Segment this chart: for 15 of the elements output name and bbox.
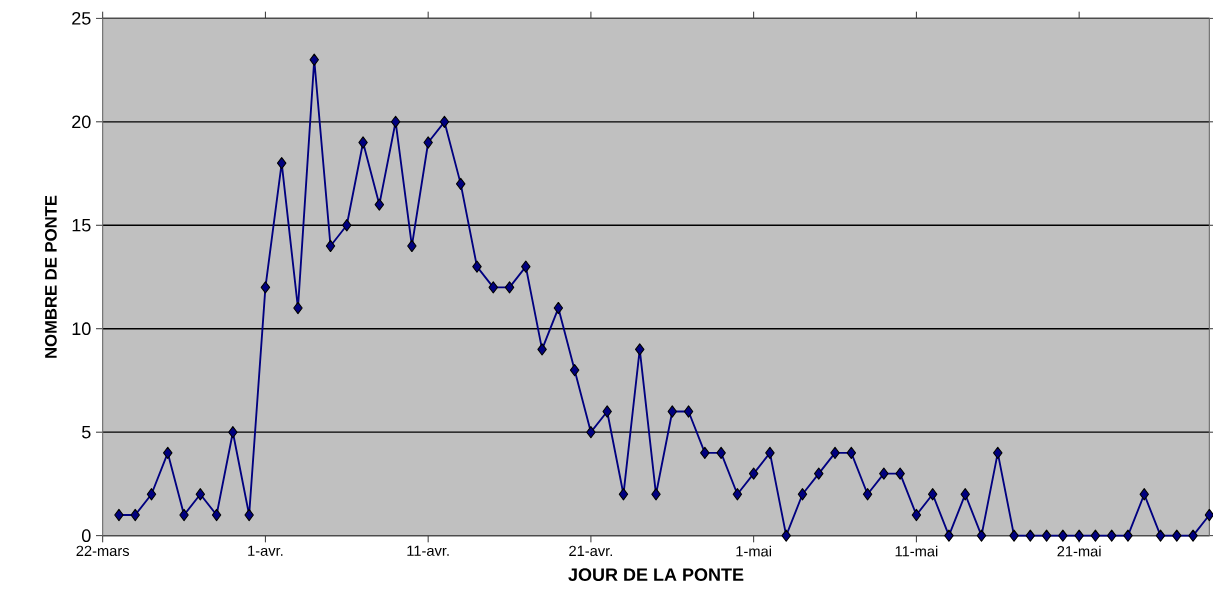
y-axis-title: NOMBRE DE PONTE: [44, 195, 57, 358]
x-tick-label: 21-avr.: [569, 545, 612, 557]
y-tick-label: 15: [72, 218, 91, 232]
x-tick-label: 11-avr.: [407, 545, 449, 556]
y-tick-label: 20: [72, 115, 91, 129]
x-tick-label: 1-avr.: [248, 545, 283, 556]
x-tick-label: 22-mars: [76, 545, 130, 557]
y-tick-label: 5: [81, 425, 91, 439]
x-tick-label: 11-mai: [895, 545, 938, 557]
y-tick-label: 10: [72, 322, 91, 336]
y-tick-label: 25: [72, 11, 91, 25]
x-axis-title: JOUR DE LA PONTE: [568, 568, 744, 582]
y-tick-label: 0: [81, 529, 91, 543]
x-tick-label: 1-mai: [736, 545, 772, 557]
x-tick-label: 21-mai: [1057, 545, 1101, 557]
